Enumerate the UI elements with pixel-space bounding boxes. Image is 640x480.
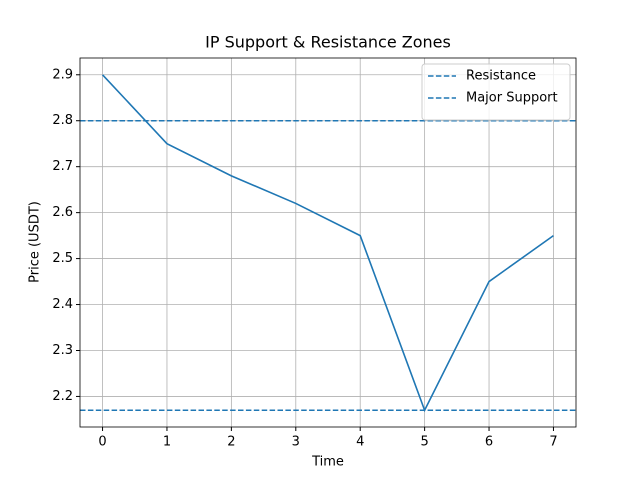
y-axis-label: Price (USDT): [28, 201, 43, 283]
x-tick-label: 7: [549, 435, 557, 450]
x-tick-label: 5: [420, 435, 428, 450]
x-tick-label: 3: [292, 435, 300, 450]
y-tick-label: 2.7: [52, 159, 73, 174]
x-axis-label: Time: [311, 455, 344, 470]
y-tick-label: 2.3: [52, 343, 73, 358]
y-tick-label: 2.5: [52, 251, 73, 266]
x-tick-label: 2: [227, 435, 235, 450]
y-tick-label: 2.8: [52, 113, 73, 128]
y-tick-label: 2.6: [52, 205, 73, 220]
data-line: [101, 74, 554, 413]
legend-box: [421, 63, 571, 121]
x-tick-label: 6: [485, 435, 493, 450]
y-tick-label: 2.9: [52, 67, 73, 82]
legend-label: Major Support: [466, 91, 558, 106]
plot-frame: [79, 57, 577, 428]
y-tick-label: 2.4: [52, 297, 73, 312]
chart-title: IP Support & Resistance Zones: [205, 33, 451, 52]
y-tick-label: 2.2: [52, 389, 73, 404]
x-tick-label: 4: [356, 435, 364, 450]
x-tick-label: 0: [98, 435, 106, 450]
x-tick-label: 1: [163, 435, 171, 450]
legend-label: Resistance: [466, 69, 536, 84]
